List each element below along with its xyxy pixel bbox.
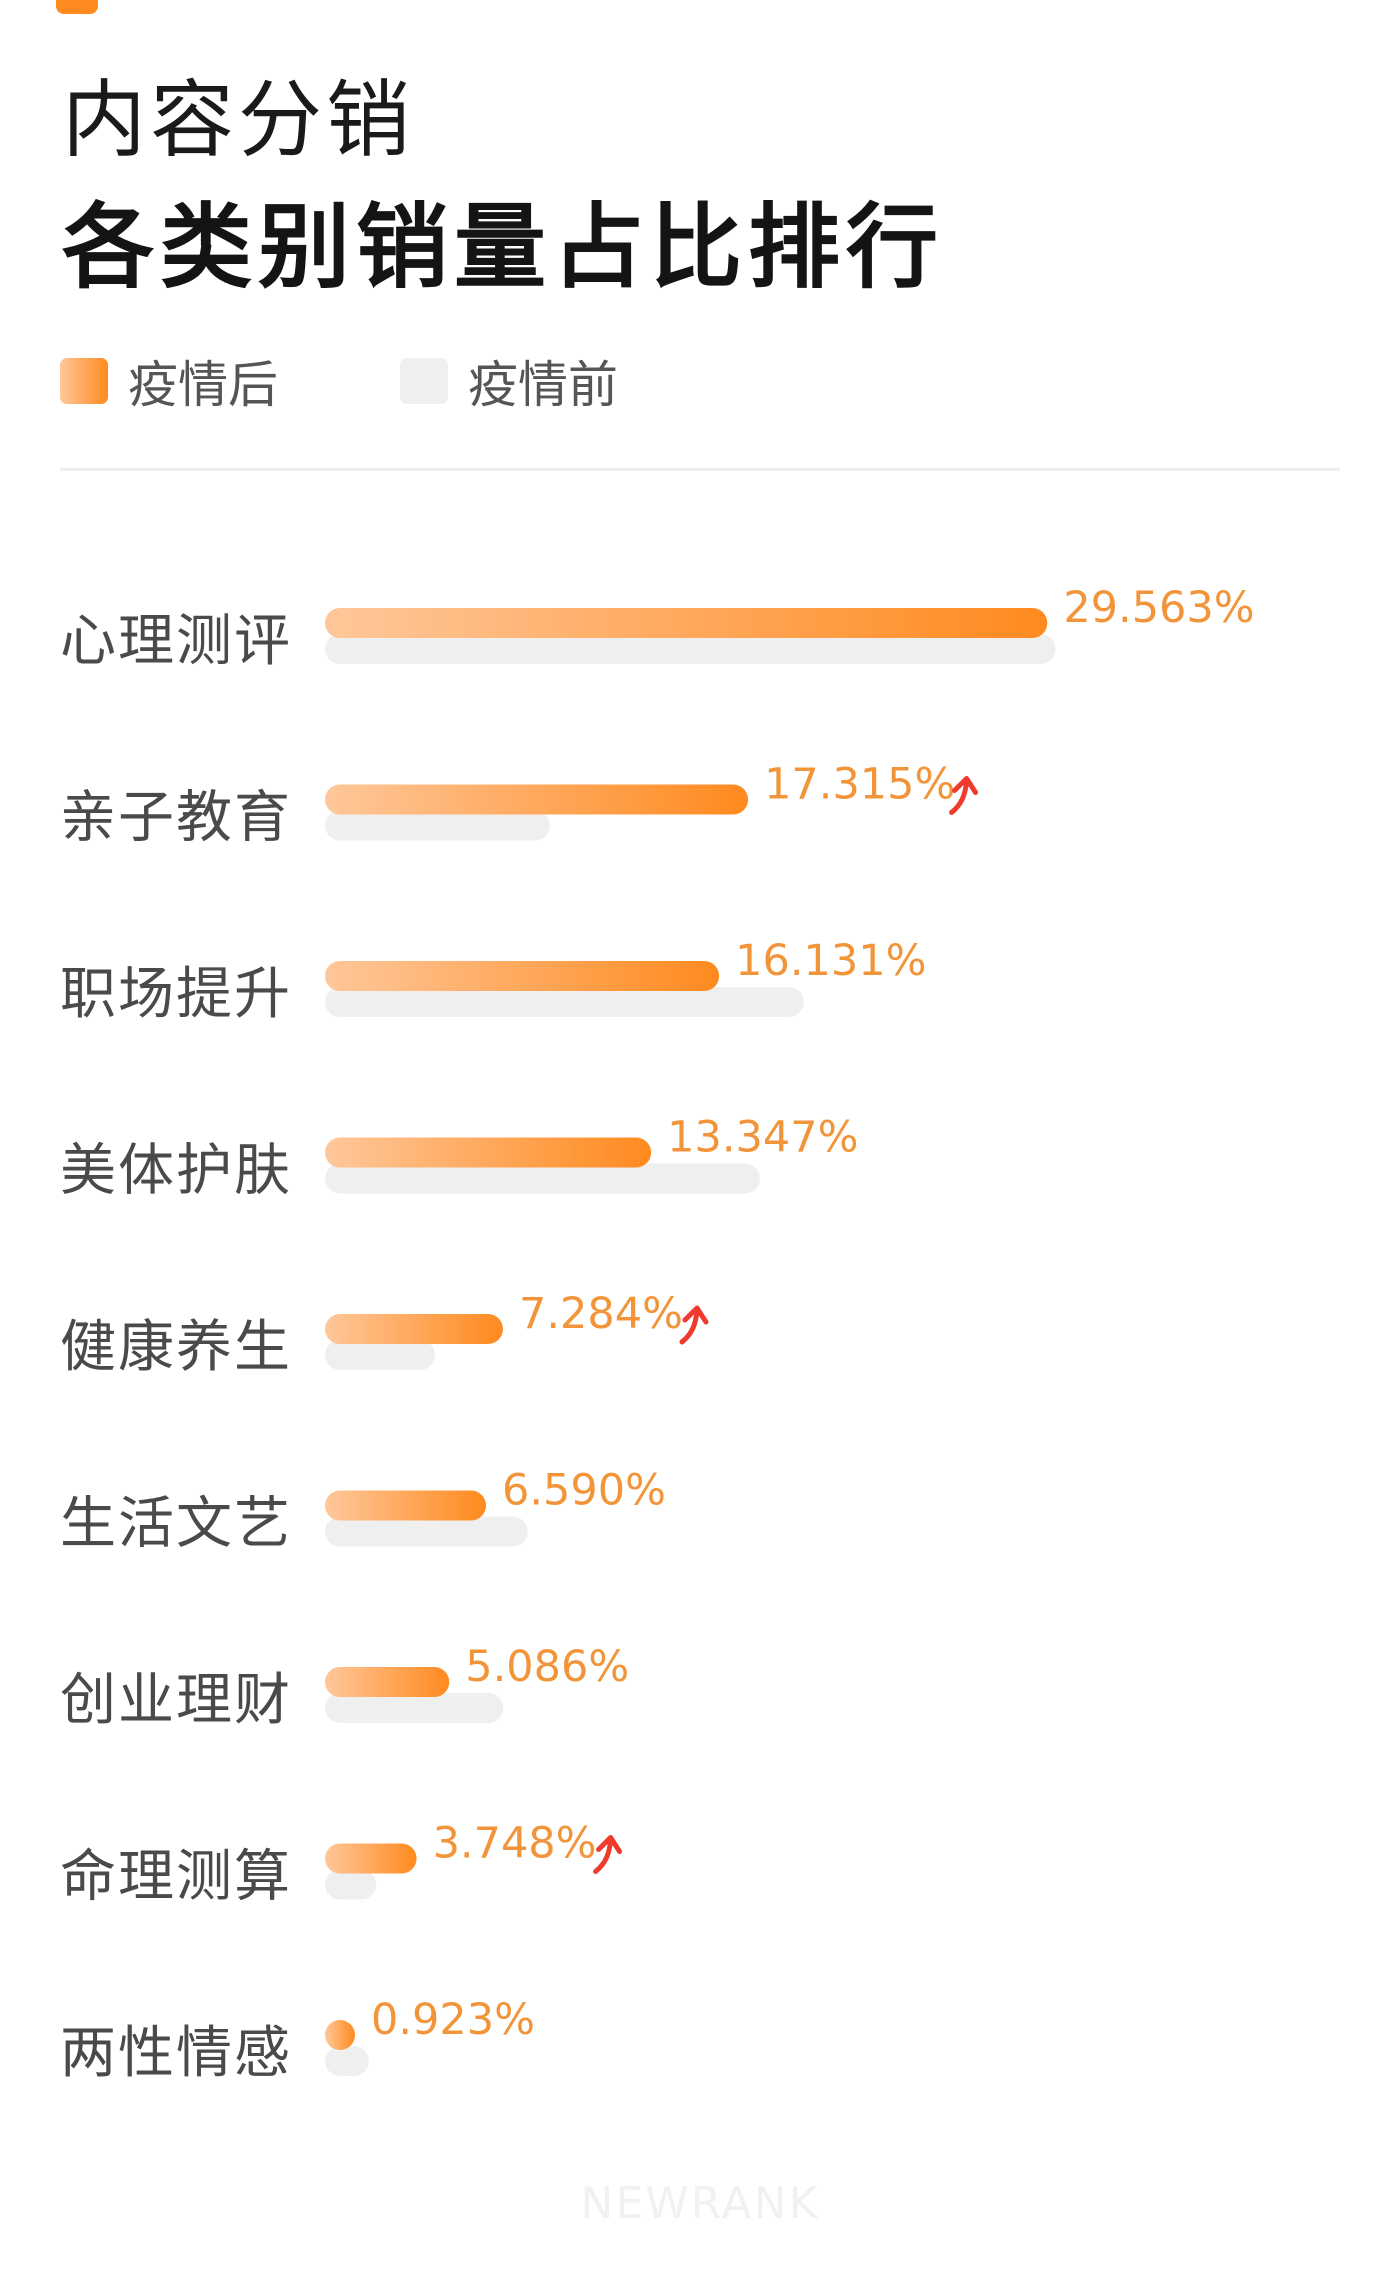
bar-after xyxy=(325,1137,652,1168)
legend-label-before: 疫情前 xyxy=(468,356,618,414)
chart-row: 生活文艺 6.590% xyxy=(60,1466,666,1557)
bar-after xyxy=(325,608,1048,638)
bar-after xyxy=(325,1843,417,1874)
bar-after xyxy=(325,1314,503,1344)
chart-row: 健康养生 7.284% xyxy=(60,1289,709,1380)
value-label: 29.563% xyxy=(1063,583,1254,633)
category-label: 亲子教育 xyxy=(60,786,292,851)
category-label: 美体护肤 xyxy=(60,1139,292,1204)
category-label: 创业理财 xyxy=(60,1668,292,1733)
value-label: 5.086% xyxy=(465,1642,629,1692)
bar-before xyxy=(325,1869,377,1900)
chart-row: 职场提升 16.131% xyxy=(60,936,926,1027)
bar-before xyxy=(325,1516,528,1547)
bar-after xyxy=(325,961,720,991)
legend-item-after: 疫情后 xyxy=(60,345,278,417)
bar-after xyxy=(325,2020,355,2050)
chart-row: 命理测算 3.748% xyxy=(60,1819,623,1910)
legend-swatch-before xyxy=(400,358,448,404)
trend-up-icon xyxy=(949,776,979,815)
top-accent-bar xyxy=(56,0,98,14)
category-label: 两性情感 xyxy=(60,2021,292,2086)
bar-before xyxy=(325,810,550,841)
value-label: 3.748% xyxy=(433,1819,597,1869)
value-label: 17.315% xyxy=(764,760,955,810)
bar-before xyxy=(325,1693,504,1723)
category-label: 生活文艺 xyxy=(60,1492,292,1557)
watermark: NEWRANK xyxy=(580,2178,820,2229)
page-subtitle: 各类别销量占比排行 xyxy=(62,194,945,301)
chart-row: 亲子教育 17.315% xyxy=(60,760,979,851)
chart-row: 创业理财 5.086% xyxy=(60,1642,629,1733)
category-label: 命理测算 xyxy=(60,1845,292,1910)
value-label: 0.923% xyxy=(371,1995,535,2045)
page-title: 内容分销 xyxy=(62,71,415,169)
header-divider xyxy=(60,468,1340,471)
bar-after xyxy=(325,1490,487,1521)
legend-swatch-after xyxy=(60,358,108,404)
trend-up-icon xyxy=(593,1835,623,1874)
value-label: 13.347% xyxy=(667,1113,858,1163)
bar-before xyxy=(325,987,804,1017)
legend-item-before: 疫情前 xyxy=(400,345,618,417)
value-label: 16.131% xyxy=(735,936,926,986)
value-label: 6.590% xyxy=(502,1466,666,1516)
category-label: 健康养生 xyxy=(60,1315,292,1380)
chart-row: 美体护肤 13.347% xyxy=(60,1113,858,1204)
bar-before xyxy=(325,2046,369,2076)
bar-before xyxy=(325,634,1056,664)
chart-row: 心理测评 29.563% xyxy=(60,583,1255,674)
category-label: 心理测评 xyxy=(60,609,292,674)
chart-row: 两性情感 0.923% xyxy=(60,1995,535,2086)
category-label: 职场提升 xyxy=(60,962,292,1027)
bar-before xyxy=(325,1163,760,1194)
legend-label-after: 疫情后 xyxy=(128,356,278,414)
trend-up-icon xyxy=(679,1305,709,1345)
bar-before xyxy=(325,1340,435,1370)
bar-after xyxy=(325,1667,450,1697)
bar-after xyxy=(325,784,749,815)
value-label: 7.284% xyxy=(519,1289,683,1339)
